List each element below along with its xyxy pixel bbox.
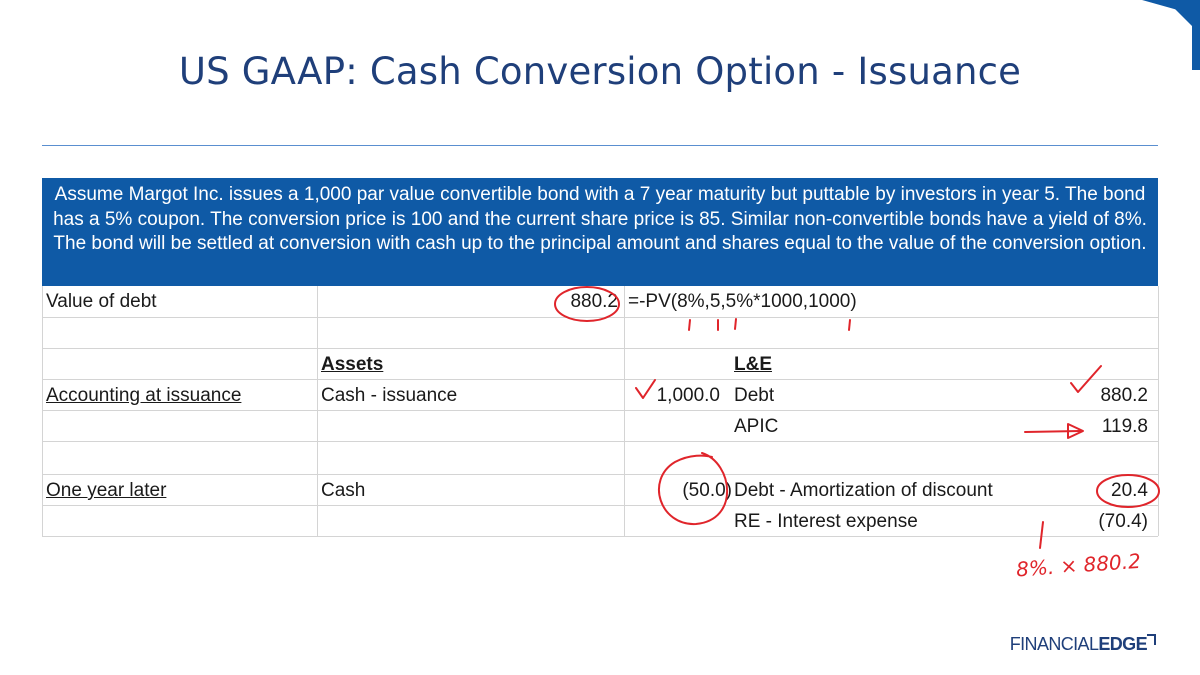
- issuance-asset-value: 1,000.0: [656, 385, 720, 406]
- logo-text-edge: EDGE: [1098, 634, 1147, 654]
- value-of-debt-formula: =-PV(8%,5,5%*1000,1000): [628, 291, 857, 312]
- row-divider: [42, 410, 1158, 411]
- logo-text-financial: FINANCIAL: [1009, 634, 1099, 654]
- page-title: US GAAP: Cash Conversion Option - Issuan…: [178, 50, 1022, 93]
- row-divider: [42, 474, 1158, 475]
- tick-mark: [734, 318, 737, 330]
- issuance-label: Accounting at issuance: [46, 385, 242, 406]
- row-divider: [42, 379, 1158, 380]
- value-of-debt-label: Value of debt: [46, 291, 157, 312]
- row-divider: [42, 317, 1158, 318]
- interest-expense-label: RE - Interest expense: [734, 511, 918, 532]
- row-divider: [42, 441, 1158, 442]
- value-of-debt-amount: 880.2: [570, 291, 618, 312]
- column-divider: [624, 286, 625, 536]
- column-divider: [42, 286, 43, 536]
- one-year-later-asset-value: (50.0): [682, 480, 732, 501]
- issuance-asset: Cash - issuance: [321, 385, 458, 406]
- row-divider: [42, 348, 1158, 349]
- title-divider: [42, 145, 1158, 146]
- corner-accent: [1130, 0, 1200, 70]
- tick-mark: [848, 319, 851, 331]
- tick-mark: [688, 319, 691, 331]
- amortization-label: Debt - Amortization of discount: [734, 480, 993, 501]
- row-divider: [42, 505, 1158, 506]
- issuance-apic-label: APIC: [734, 416, 779, 437]
- interest-expense-value: (70.4): [1098, 511, 1148, 532]
- le-header: L&E: [734, 354, 772, 375]
- assets-header: Assets: [321, 354, 384, 375]
- one-year-later-asset: Cash: [321, 480, 366, 501]
- row-divider: [42, 536, 1158, 537]
- column-divider: [1158, 286, 1159, 536]
- financial-edge-logo: FINANCIALEDGE: [1010, 634, 1156, 655]
- column-divider: [317, 286, 318, 536]
- problem-statement-banner: Assume Margot Inc. issues a 1,000 par va…: [42, 178, 1158, 286]
- issuance-apic-value: 119.8: [1101, 416, 1148, 437]
- handwritten-note: 8%. × 880.2: [1015, 549, 1141, 582]
- issuance-debt-value: 880.2: [1100, 385, 1148, 406]
- amortization-value: 20.4: [1111, 480, 1148, 501]
- logo-corner-mark: [1147, 634, 1156, 645]
- issuance-debt-label: Debt: [734, 385, 775, 406]
- one-year-later-label: One year later: [46, 480, 167, 501]
